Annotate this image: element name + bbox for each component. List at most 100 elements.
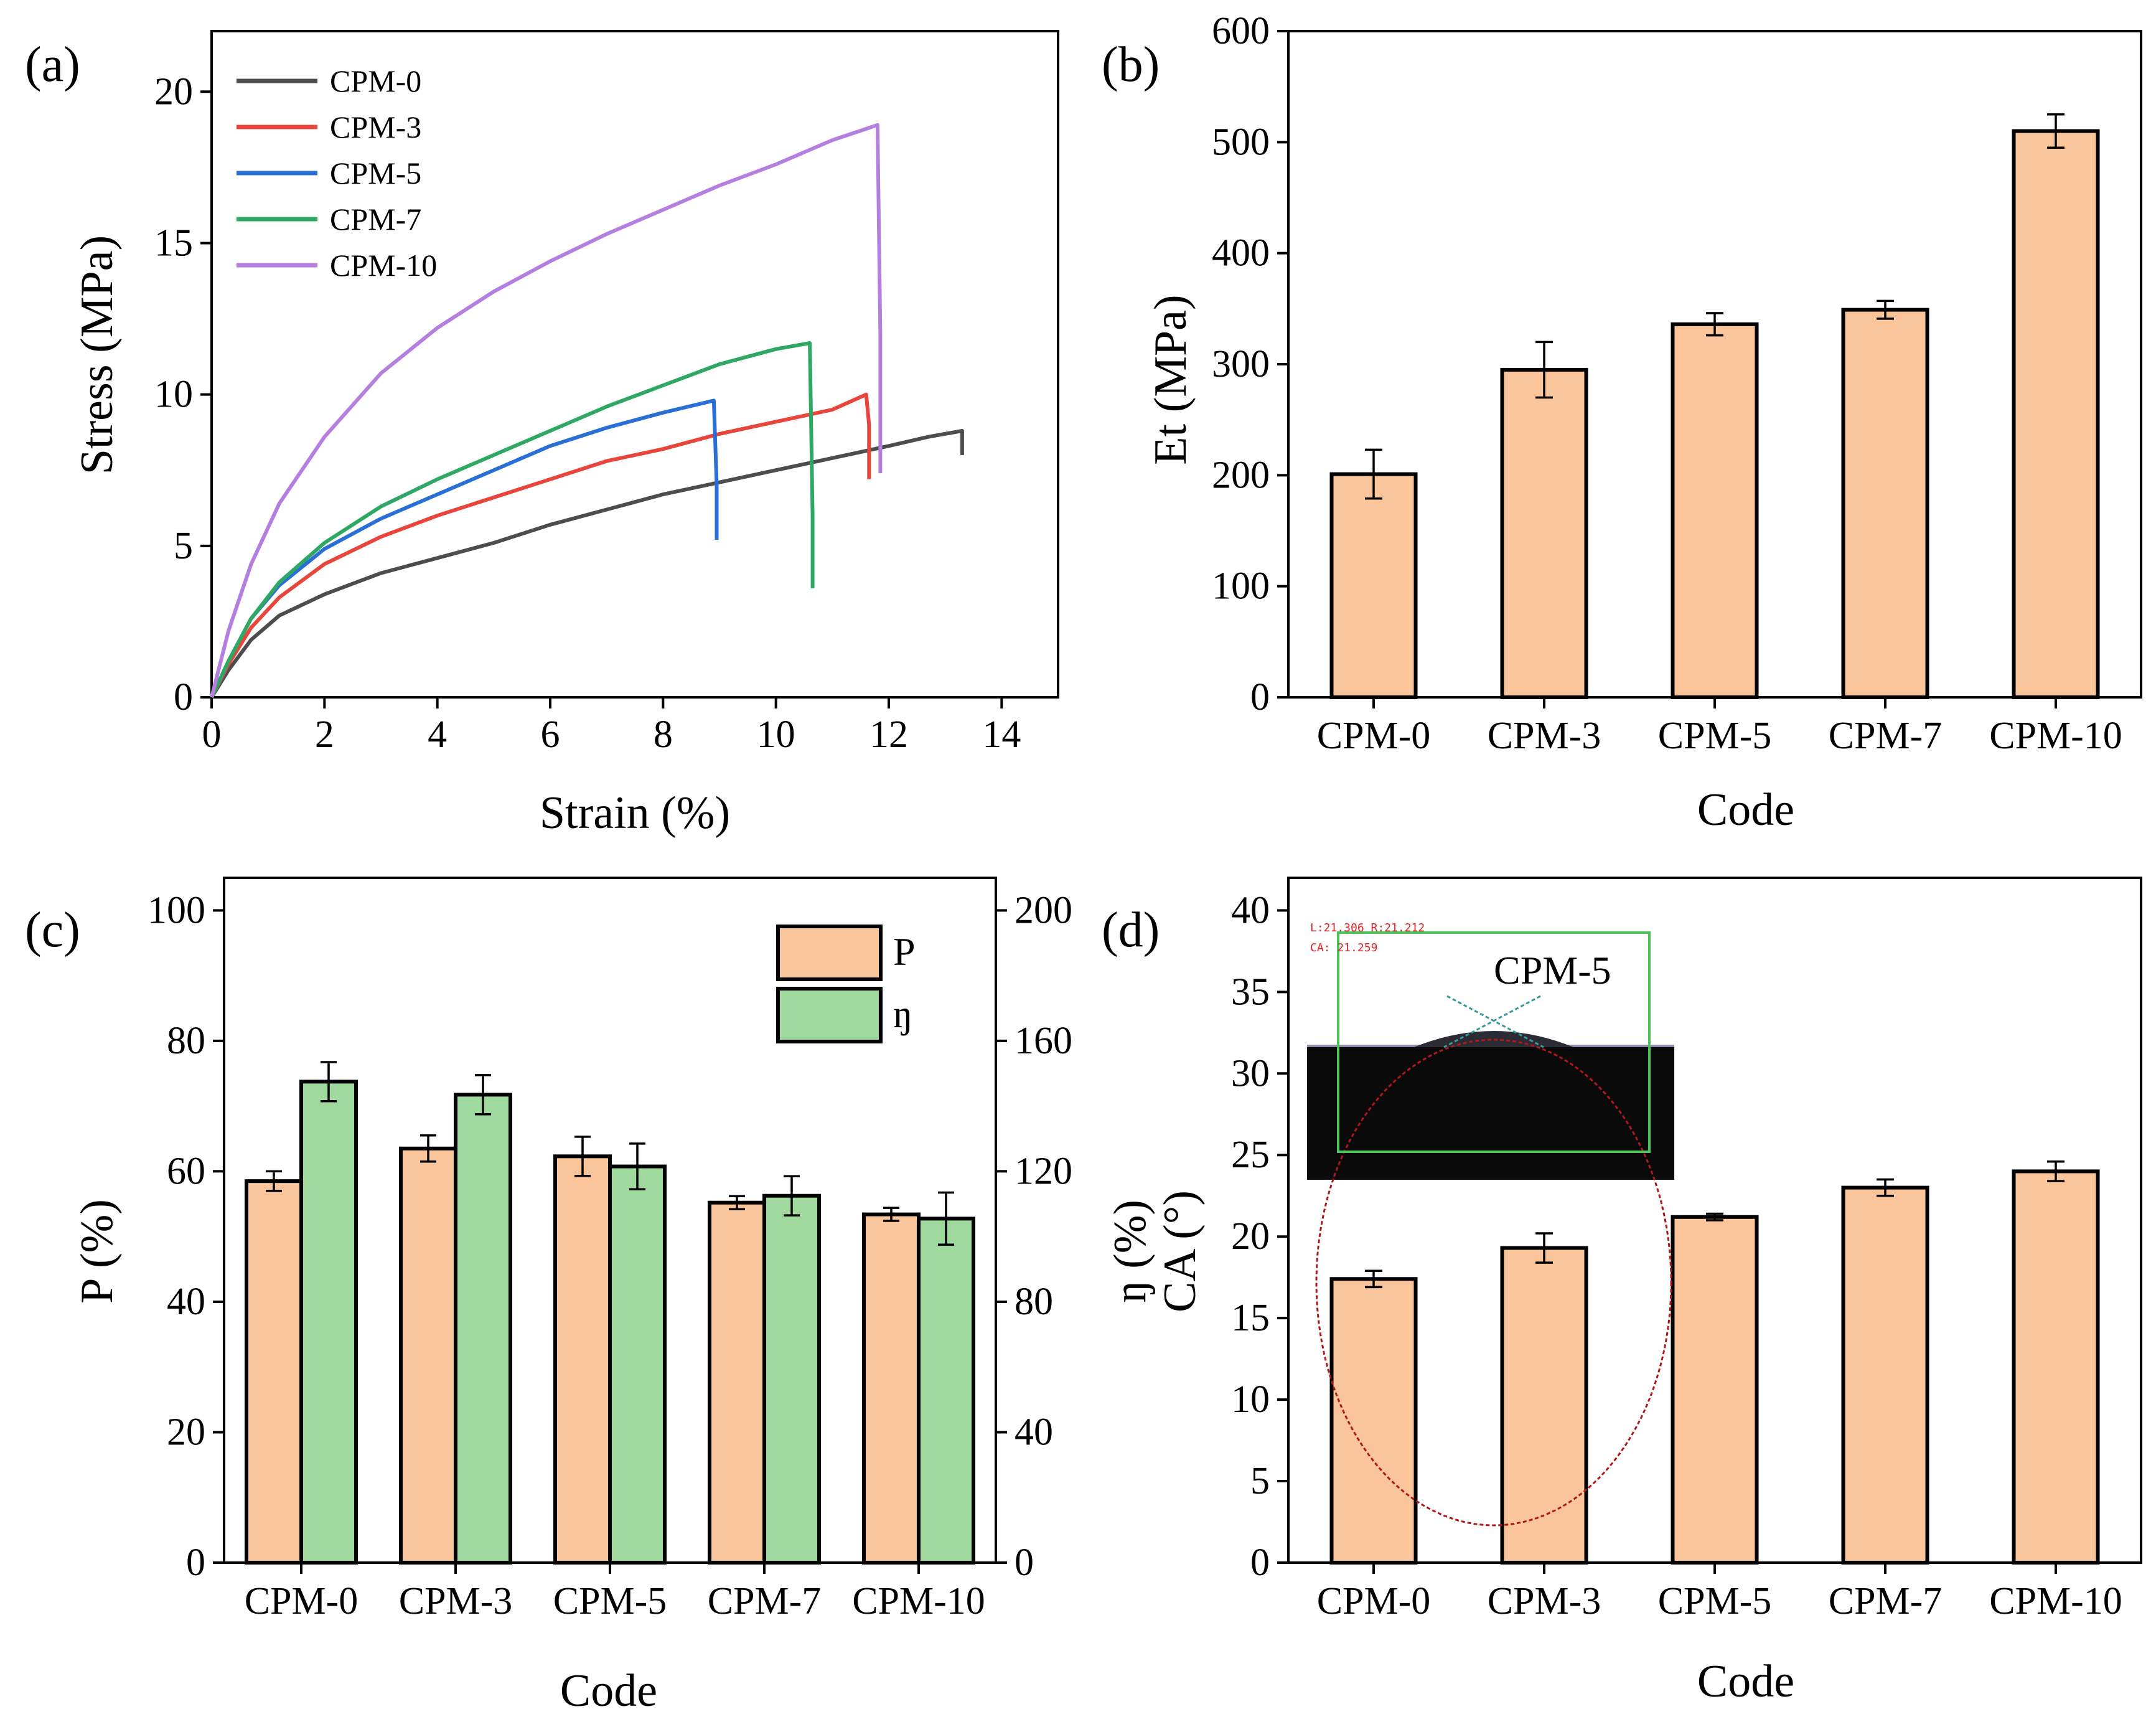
panel-c-bar-p	[708, 1200, 766, 1565]
panel-c-ytick-label: 40	[167, 1281, 205, 1323]
series-line-cpm-0	[210, 429, 964, 699]
series-line-cpm-7	[210, 341, 815, 699]
panel-b-bar	[1841, 308, 1929, 700]
panel-b-xtick-label: CPM-10	[1989, 715, 2122, 757]
panel-b-ytick-label: 300	[1212, 343, 1270, 385]
panel-b-xtick-label: CPM-7	[1829, 715, 1943, 757]
panel-a-ytick-label: 10	[154, 374, 193, 416]
panel-b-xtick-label: CPM-0	[1317, 715, 1431, 757]
panel-a-xtick-label: 6	[541, 713, 560, 756]
panel-c-bar-eta	[762, 1193, 821, 1565]
panel-b-bar	[1329, 472, 1418, 699]
panel-a-ylabel: Stress (MPa)	[72, 235, 123, 474]
series-line-cpm-10	[210, 123, 883, 698]
fitted-circle	[1315, 1038, 1672, 1527]
panel-d-ytick-label: 25	[1231, 1134, 1270, 1176]
panel-a-xtick-label: 14	[982, 713, 1021, 756]
panel-d-ytick-label: 10	[1231, 1378, 1270, 1421]
panel-b-ylabel: Et (MPa)	[1145, 294, 1196, 464]
panel-c-y2tick-label: 120	[1015, 1150, 1072, 1192]
panel-d-ytick-label: 20	[1231, 1215, 1270, 1258]
inset-sample-label: CPM-5	[1494, 948, 1611, 992]
panel-b-label: (b)	[1102, 37, 1160, 92]
panel-c-plot: 0 20 40 60 80 100 0 40 80 120 160 200 CPM-0 CPM-3 CPM-…	[148, 877, 1072, 1622]
panel-d-xtick-label: CPM-10	[1989, 1580, 2122, 1622]
panel-d-bar	[1841, 1185, 1929, 1565]
panel-b-plot: 0 100 200 300 400 500 600 CPM-0 CPM-3 CPM-5 CPM-7 C…	[1212, 10, 2142, 757]
panel-a-xtick-label: 2	[315, 713, 334, 756]
panel-d-xtick-label: CPM-3	[1488, 1580, 1601, 1622]
panel-d-xtick-label: CPM-0	[1317, 1580, 1431, 1622]
panel-b-xtick-label: CPM-3	[1488, 715, 1601, 757]
panel-d-ytick-label: 0	[1250, 1541, 1270, 1584]
legend-label-cpm-0: CPM-0	[330, 64, 421, 98]
panel-d-bar	[1500, 1246, 1588, 1565]
panel-c-xtick-label: CPM-0	[245, 1580, 359, 1622]
panel-d-ytick-label: 40	[1231, 889, 1270, 931]
panel-d-bar	[2012, 1169, 2100, 1565]
panel-c-bar-eta	[299, 1080, 358, 1565]
panel-c-bar-p	[399, 1146, 457, 1565]
panel-c-xtick-label: CPM-10	[852, 1580, 985, 1622]
panel-c-label: (c)	[25, 903, 80, 958]
panel-a-xtick-label: 4	[428, 713, 447, 756]
panel-d-bar	[1671, 1215, 1759, 1565]
panel-b-ytick-label: 0	[1250, 676, 1270, 718]
panel-b-bar	[2012, 129, 2100, 699]
panel-a-ytick-label: 0	[174, 676, 193, 718]
panel-c-xtick-label: CPM-7	[708, 1580, 822, 1622]
panel-c-bar-p	[553, 1154, 612, 1565]
panel-d-plot: 0 5 10 15 20 25 30 35 40 CPM-0 CPM-3 CPM-5 CPM-7 CPM-…	[1231, 877, 2142, 1622]
panel-c-y2tick-label: 0	[1015, 1541, 1034, 1584]
panel-c-y2tick-label: 80	[1015, 1281, 1053, 1323]
panel-a-label: (a)	[25, 37, 80, 92]
angle-readout-ca: CA: 21.259	[1310, 941, 1377, 954]
panel-c-legend-label-p: P	[893, 930, 916, 974]
legend-label-cpm-5: CPM-5	[330, 156, 421, 191]
panel-c-ytick-label: 60	[167, 1150, 205, 1192]
legend-label-cpm-10: CPM-10	[330, 248, 437, 283]
panel-c-ytick-label: 0	[186, 1541, 205, 1584]
panel-a-ytick-label: 20	[154, 70, 193, 113]
panel-c-bar-eta	[454, 1093, 512, 1565]
panel-b-ytick-label: 600	[1212, 10, 1270, 52]
panel-a-xtick-label: 12	[869, 713, 908, 756]
panel-a-ytick-label: 15	[154, 222, 193, 264]
panel-a-ytick-label: 5	[174, 525, 193, 567]
panel-b-ytick-label: 500	[1212, 121, 1270, 163]
panel-b-xtick-label: CPM-5	[1658, 715, 1772, 757]
panel-d-label: (d)	[1102, 903, 1160, 958]
measurement-frame	[1337, 931, 1651, 1153]
droplet-image	[1414, 1031, 1573, 1047]
panel-c-xtick-label: CPM-3	[399, 1580, 513, 1622]
panel-c-bar-p	[862, 1212, 921, 1565]
panel-a-xtick-label: 0	[202, 713, 222, 756]
panel-a-xtick-label: 8	[654, 713, 673, 756]
panel-c-y2label: ŋ (%)	[1105, 1200, 1156, 1303]
panel-d-bar	[1329, 1277, 1418, 1565]
panel-c-bar-eta	[917, 1217, 975, 1565]
panel-a-xtick-label: 10	[757, 713, 795, 756]
panel-d-ytick-label: 35	[1231, 971, 1270, 1013]
panel-c-legend-swatch-p	[776, 925, 883, 981]
series-line-cpm-3	[210, 392, 871, 699]
panel-d-ytick-label: 5	[1250, 1460, 1270, 1502]
panel-c-ylabel: P (%)	[72, 1199, 123, 1304]
panel-b-xlabel: Code	[1697, 784, 1794, 835]
panel-b-bar	[1671, 322, 1759, 699]
panel-c-xtick-label: CPM-5	[553, 1580, 667, 1622]
panel-d-xtick-label: CPM-5	[1658, 1580, 1772, 1622]
panel-c-legend-label-eta: ŋ	[893, 992, 913, 1036]
panel-b-ytick-label: 100	[1212, 565, 1270, 608]
panel-a-xlabel: Strain (%)	[540, 788, 730, 839]
panel-c-ytick-label: 80	[167, 1020, 205, 1062]
panel-c-bar-p	[245, 1179, 303, 1565]
panel-a-plot: 0 2 4 6 8 10 12 14 0 5 10 15 20 CPM-0 CPM-3 CPM-5 CPM-7 C…	[154, 30, 1059, 756]
angle-readout-lr: L:21.306 R:21.212	[1310, 921, 1425, 934]
panel-d-xtick-label: CPM-7	[1829, 1580, 1943, 1622]
panel-d-ytick-label: 15	[1231, 1297, 1270, 1339]
panel-c-ytick-label: 100	[148, 889, 205, 931]
panel-c-bar-eta	[608, 1164, 667, 1565]
panel-d-ytick-label: 30	[1231, 1052, 1270, 1094]
